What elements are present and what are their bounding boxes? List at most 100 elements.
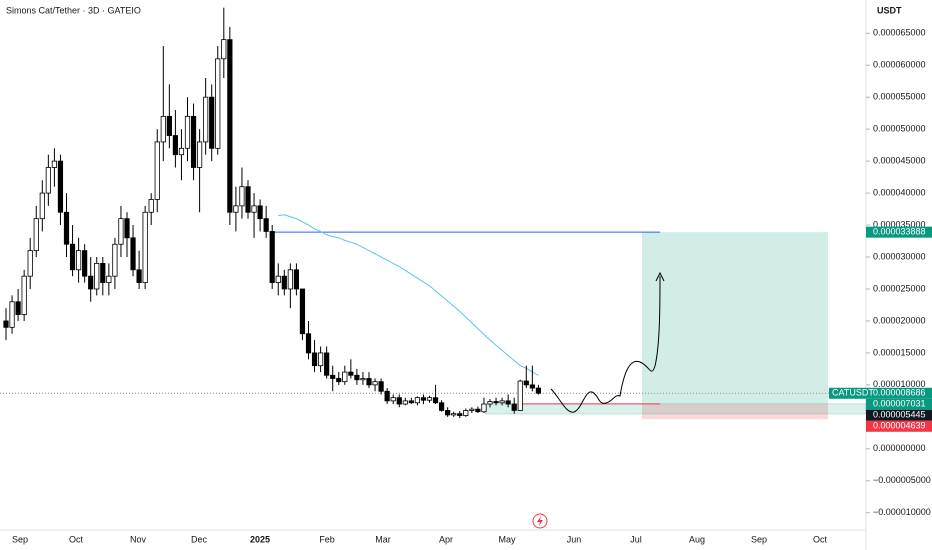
candle-body (426, 397, 433, 401)
candle-body (245, 186, 251, 213)
x-tick-label: Mar (375, 534, 391, 544)
candle-body (281, 275, 287, 290)
candle-body (45, 167, 51, 194)
candle-body (27, 250, 33, 277)
candle-body (408, 400, 414, 404)
candle-body (184, 115, 191, 149)
candle-body (366, 378, 372, 386)
y-tick-label: 0.000055000 (873, 92, 926, 102)
candle-body (82, 250, 88, 277)
chart-title: Simons Cat/Tether · 3D · GATEIO (6, 5, 141, 15)
candle-body (324, 352, 330, 376)
y-tick-label: 0.000065000 (873, 28, 926, 38)
x-tick-label: Nov (130, 534, 147, 544)
candle-body (275, 275, 281, 283)
candle-body (76, 250, 82, 271)
candle-body (227, 39, 233, 213)
candle-body (535, 387, 542, 394)
candle-body (172, 135, 178, 156)
support-band (484, 403, 867, 415)
x-tick-label: Apr (439, 534, 453, 544)
candle-body (420, 397, 427, 401)
target-zone (642, 232, 828, 404)
y-tick-label: 0.000020000 (873, 315, 926, 325)
x-tick-label: Jul (630, 534, 642, 544)
candle-body (269, 231, 275, 283)
candle-body (384, 390, 390, 402)
y-tick-label: 0.000040000 (873, 187, 926, 197)
y-tick-label: 0.000025000 (873, 283, 926, 293)
symbol-tag (829, 387, 866, 399)
candle-body (438, 402, 445, 411)
candle-body (160, 115, 166, 143)
candle-body (445, 410, 451, 416)
price-tag (866, 409, 932, 421)
candle-body (378, 381, 384, 392)
candle-body (21, 275, 27, 315)
y-tick-label: −0.000005000 (873, 475, 931, 485)
price-tag (866, 387, 932, 399)
candle-body (9, 301, 15, 328)
candle-body (196, 141, 203, 168)
y-tick-label: 0.000060000 (873, 60, 926, 70)
candle-body (239, 186, 245, 207)
price-tag (866, 398, 932, 410)
candle-body (330, 374, 336, 379)
candle-body (354, 374, 360, 381)
candle-body (215, 58, 221, 149)
candle-body (317, 352, 324, 367)
candle-body (432, 397, 439, 404)
candle-body (118, 218, 124, 245)
candle-body (130, 237, 136, 271)
candle-body (414, 397, 421, 404)
candle-body (190, 115, 197, 168)
candle-body (390, 397, 396, 402)
candle-body (299, 288, 306, 335)
currency: USDT (877, 5, 902, 15)
x-tick-label: Oct (813, 534, 828, 544)
y-tick-label: 0.000045000 (873, 155, 926, 165)
candle-body (142, 211, 148, 283)
candle-body (529, 384, 535, 389)
projection-arrow (655, 271, 665, 282)
x-tick-label: Aug (689, 534, 705, 544)
candle-body (481, 403, 487, 413)
candle-body (33, 218, 39, 252)
candle-body (106, 275, 112, 283)
candle-body (166, 115, 172, 136)
stop-zone (642, 403, 828, 420)
candle-body (311, 352, 318, 367)
y-tick-label: 0.000030000 (873, 251, 926, 261)
x-tick-label: Feb (319, 534, 335, 544)
candle-body (517, 380, 523, 411)
candle-body (360, 378, 366, 381)
price-tag (866, 226, 932, 238)
candle-body (342, 371, 348, 383)
candle-body (88, 275, 94, 290)
replay-icon[interactable] (532, 513, 548, 529)
x-tick-label: Oct (69, 534, 84, 544)
price-tag-label: 0.000004639 (873, 421, 926, 431)
candle-body (469, 408, 475, 411)
candle-body (69, 243, 76, 271)
candle-body (336, 378, 342, 383)
candle-body (203, 96, 209, 143)
candle-body (209, 96, 215, 149)
candle-body (94, 263, 100, 290)
price-tag-label: 0.000005445 (873, 410, 926, 420)
candle-body (63, 211, 70, 245)
y-tick-label: 0.000010000 (873, 379, 926, 389)
candle-body (511, 403, 517, 411)
candle-body (15, 301, 21, 315)
price-tag-label: 0.000008686 (873, 388, 926, 398)
candle-body (287, 269, 293, 290)
candle-body (451, 413, 457, 416)
candle-body (251, 205, 257, 213)
x-tick-label: 2025 (250, 534, 270, 544)
candle-body (154, 141, 160, 200)
candle-body (112, 243, 118, 277)
candle-body (348, 371, 354, 376)
candle-body (3, 320, 9, 328)
